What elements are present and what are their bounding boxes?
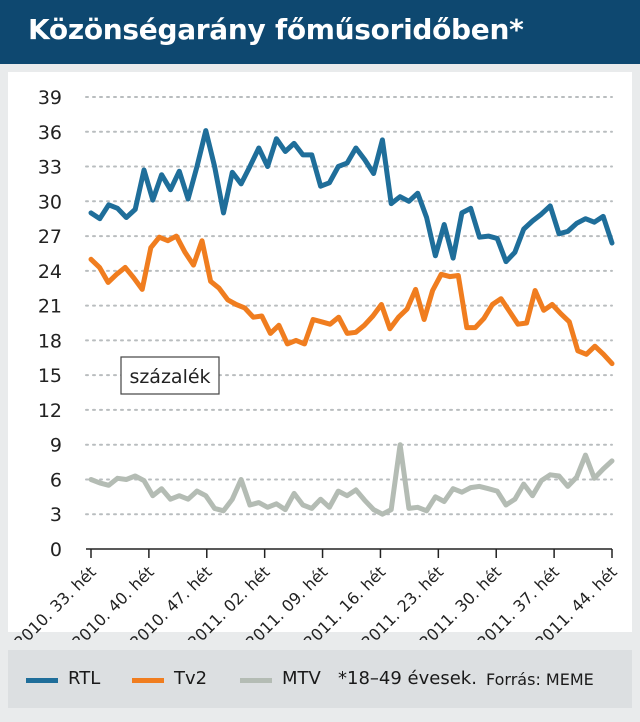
y-tick-label: 12: [38, 400, 62, 422]
y-tick-label: 39: [38, 87, 62, 109]
plot-panel: [8, 72, 632, 632]
series-line-rtl: [88, 128, 615, 265]
unit-label: százalék: [129, 366, 210, 388]
y-tick-label: 3: [50, 504, 62, 526]
y-tick-label: 6: [50, 469, 62, 491]
y-tick-label: 27: [38, 226, 62, 248]
chart-title: Közönségarány főműsoridőben*: [28, 13, 524, 46]
legend-swatch-rtl: [26, 678, 58, 683]
series-line-mtv: [88, 442, 615, 517]
legend: RTL Tv2 MTV *18–49 évesek. Forrás: MEME: [8, 650, 632, 708]
unit-label-box: [120, 356, 220, 395]
y-tick-label: 15: [38, 365, 62, 387]
y-tick-label: 21: [38, 296, 62, 318]
series-line-tv2: [88, 233, 615, 367]
y-tick-label: 9: [50, 435, 62, 457]
y-tick-label: 36: [38, 122, 62, 144]
y-tick-label: 30: [38, 191, 62, 213]
footnote: *18–49 évesek.: [338, 668, 477, 689]
source-credit: Forrás: MEME: [486, 670, 594, 689]
legend-swatch-mtv: [240, 678, 272, 683]
legend-swatch-tv2: [132, 678, 164, 683]
y-tick-label: 0: [50, 539, 62, 561]
legend-label-tv2: Tv2: [174, 668, 208, 689]
y-tick-label: 24: [38, 261, 62, 283]
legend-label-rtl: RTL: [68, 668, 101, 689]
title-bar: Közönségarány főműsoridőben*: [0, 0, 640, 64]
y-tick-label: 18: [38, 330, 62, 352]
y-tick-label: 33: [38, 157, 62, 179]
legend-label-mtv: MTV: [282, 668, 321, 689]
